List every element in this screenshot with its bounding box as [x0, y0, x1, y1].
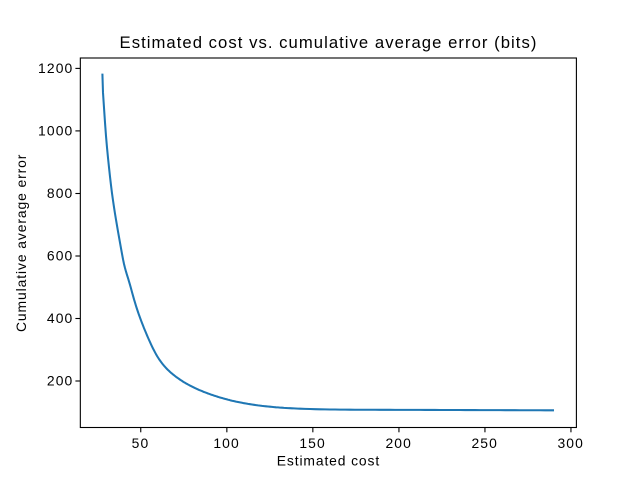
svg-text:Estimated cost: Estimated cost: [277, 452, 380, 468]
svg-text:100: 100: [213, 435, 240, 451]
svg-text:1200: 1200: [38, 60, 73, 76]
svg-text:800: 800: [47, 185, 74, 201]
svg-text:50: 50: [132, 435, 150, 451]
svg-text:600: 600: [47, 248, 74, 264]
svg-text:200: 200: [385, 435, 412, 451]
svg-text:Cumulative average error: Cumulative average error: [13, 154, 29, 332]
svg-text:400: 400: [47, 310, 74, 326]
svg-text:200: 200: [47, 373, 74, 389]
svg-text:300: 300: [557, 435, 584, 451]
svg-text:1000: 1000: [38, 123, 73, 139]
svg-text:150: 150: [299, 435, 326, 451]
svg-text:250: 250: [471, 435, 498, 451]
svg-text:Estimated cost vs. cumulative: Estimated cost vs. cumulative average er…: [120, 33, 538, 52]
